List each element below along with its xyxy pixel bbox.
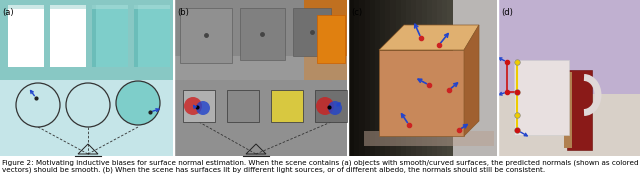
Bar: [360, 0, 365, 156]
Bar: [134, 5, 170, 67]
Circle shape: [184, 97, 202, 115]
Bar: [411, 0, 417, 156]
Bar: [567, 70, 592, 150]
Bar: [354, 0, 360, 156]
Circle shape: [316, 97, 334, 115]
Bar: [442, 0, 447, 156]
Polygon shape: [379, 50, 464, 136]
Bar: [375, 0, 380, 156]
Bar: [180, 8, 232, 63]
Bar: [134, 5, 138, 67]
Text: (d): (d): [501, 8, 513, 17]
Bar: [427, 0, 432, 156]
Bar: [380, 0, 385, 156]
Bar: [92, 5, 128, 9]
Bar: [385, 0, 390, 156]
Bar: [349, 0, 354, 156]
Bar: [432, 0, 437, 156]
Bar: [271, 90, 303, 122]
Bar: [240, 8, 285, 60]
Bar: [304, 0, 347, 80]
Bar: [8, 5, 44, 67]
Bar: [175, 56, 347, 80]
Bar: [447, 0, 452, 156]
Bar: [183, 90, 215, 122]
Circle shape: [66, 83, 110, 127]
Bar: [317, 15, 345, 63]
Bar: [514, 60, 569, 135]
Polygon shape: [464, 25, 479, 136]
Bar: [365, 0, 370, 156]
Polygon shape: [379, 25, 479, 50]
Text: (a): (a): [2, 8, 13, 17]
Bar: [390, 0, 396, 156]
Bar: [401, 0, 406, 156]
Bar: [92, 5, 96, 67]
Bar: [50, 5, 86, 9]
Bar: [422, 0, 427, 156]
Text: (c): (c): [351, 8, 362, 17]
Text: (b): (b): [177, 8, 189, 17]
Circle shape: [196, 101, 210, 115]
Circle shape: [16, 83, 60, 127]
Bar: [293, 8, 331, 56]
Bar: [315, 90, 347, 122]
Bar: [417, 0, 422, 156]
Bar: [175, 0, 304, 80]
Bar: [50, 5, 86, 67]
Text: Figure 2: Motivating inductive biases for surface normal estimation. When the sc: Figure 2: Motivating inductive biases fo…: [2, 159, 639, 173]
Bar: [8, 5, 44, 9]
Circle shape: [328, 101, 342, 115]
Bar: [0, 0, 173, 80]
Bar: [499, 0, 640, 94]
Bar: [227, 90, 259, 122]
Bar: [370, 0, 375, 156]
Bar: [564, 72, 572, 148]
Circle shape: [116, 81, 160, 125]
Bar: [437, 0, 442, 156]
Bar: [396, 0, 401, 156]
Bar: [364, 131, 494, 146]
Bar: [349, 0, 497, 156]
Bar: [92, 5, 128, 67]
Bar: [175, 80, 347, 156]
Bar: [406, 0, 411, 156]
Bar: [0, 80, 173, 156]
Bar: [134, 5, 170, 9]
Bar: [499, 94, 640, 156]
